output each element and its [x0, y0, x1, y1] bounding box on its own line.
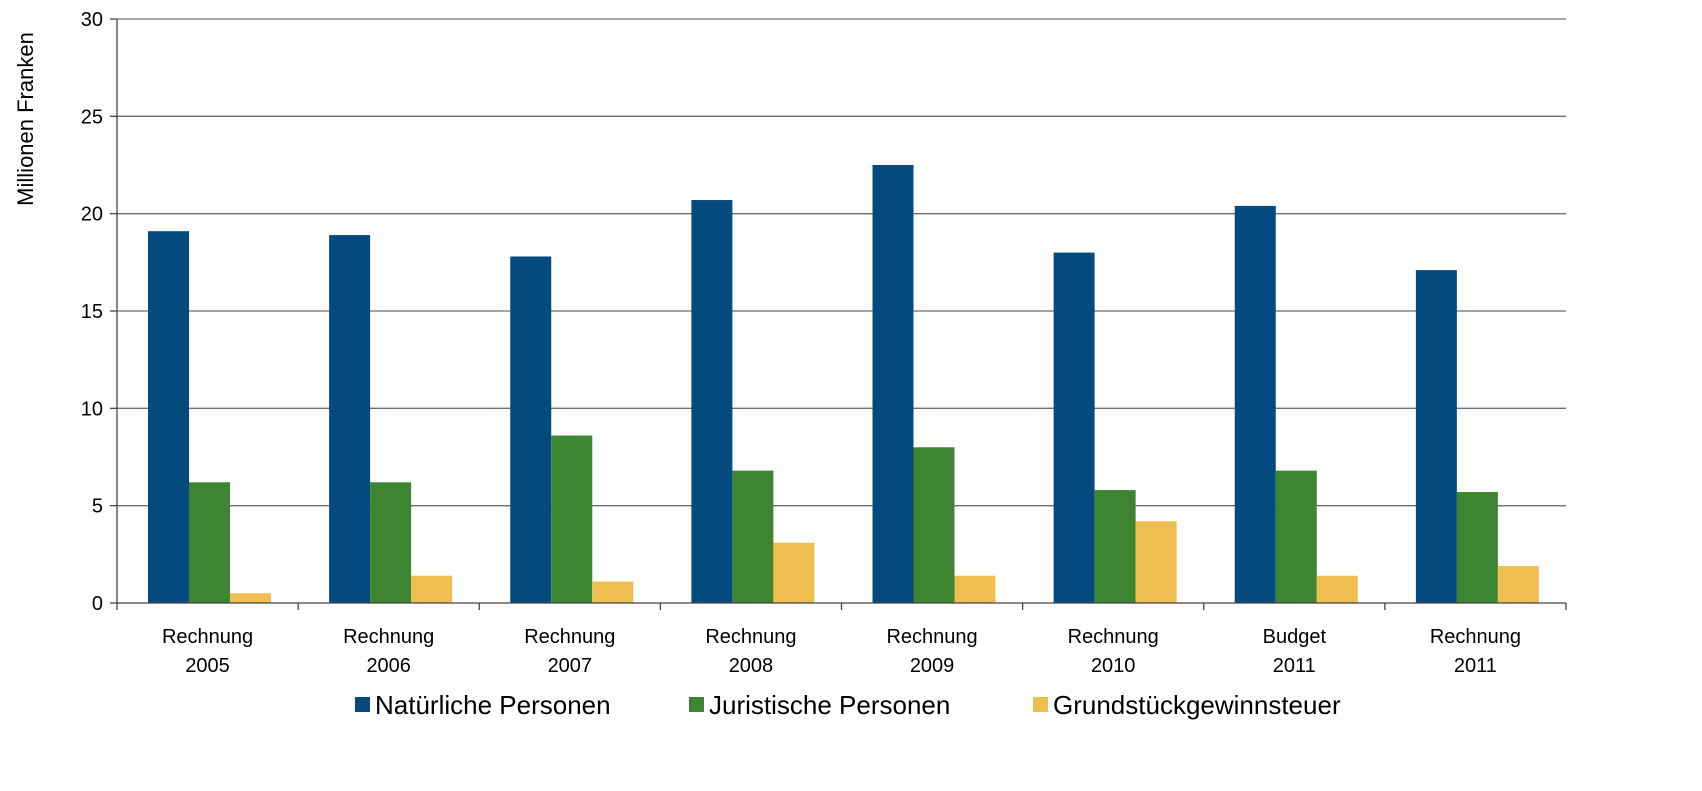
bar: [510, 256, 552, 603]
x-tick-label: 2011: [1454, 655, 1497, 677]
x-tick-label: 2006: [366, 655, 411, 677]
x-tick-label: Rechnung: [1430, 626, 1521, 648]
x-tick-labels: Rechnung 2005 Rechnung 2006 Rechnung 2007 Rech…: [162, 626, 1521, 677]
bar: [551, 435, 593, 603]
legend-swatch: [1033, 697, 1048, 712]
y-tick-label: 15: [81, 301, 103, 323]
x-tick-label: Rechnung: [705, 626, 796, 648]
bar: [189, 482, 230, 603]
y-tick-label: 20: [81, 204, 103, 226]
legend-swatch: [355, 697, 370, 712]
x-tick-label: Rechnung: [162, 626, 253, 648]
bar: [1415, 270, 1457, 603]
legend-item: Natürliche Personen: [355, 690, 611, 720]
bar: [1234, 205, 1276, 603]
bar: [773, 542, 815, 603]
legend-label: Grundstückgewinnsteuer: [1053, 690, 1341, 720]
bars: [148, 165, 1539, 604]
bar: [691, 200, 733, 604]
legend: Natürliche Personen Juristische Personen G…: [355, 690, 1341, 720]
bar: [1497, 566, 1539, 603]
legend-label: Juristische Personen: [709, 690, 950, 720]
legend-item: Grundstückgewinnsteuer: [1033, 690, 1341, 720]
x-tick-label: Rechnung: [886, 626, 977, 648]
legend-item: Juristische Personen: [689, 690, 950, 720]
x-tick-label: 2010: [1091, 655, 1136, 677]
x-tick-label: Rechnung: [524, 626, 615, 648]
bar: [411, 575, 453, 603]
x-tick-label: Budget: [1263, 626, 1327, 648]
bar: [370, 482, 412, 603]
legend-label: Natürliche Personen: [375, 690, 611, 720]
y-tick-label: 10: [81, 398, 103, 420]
bar: [1275, 470, 1317, 603]
bar: [872, 165, 914, 603]
y-tick-labels: 0 5 10 15 20 25 30: [81, 9, 103, 615]
bar: [913, 447, 955, 603]
bar: [230, 593, 271, 603]
x-tick-label: 2011: [1273, 655, 1316, 677]
bar: [1053, 252, 1095, 603]
y-axis-title: Millionen Franken: [13, 32, 38, 206]
legend-swatch: [689, 697, 704, 712]
x-tick-label: Rechnung: [343, 626, 434, 648]
axes: [110, 18, 1567, 610]
bar: [148, 231, 189, 604]
x-tick-label: 2008: [729, 655, 774, 677]
y-tick-label: 25: [81, 106, 103, 128]
bar: [1094, 490, 1136, 603]
y-tick-label: 30: [81, 9, 103, 31]
bar: [1316, 575, 1358, 603]
bar: [329, 235, 371, 603]
bar: [1135, 521, 1177, 603]
bar: [592, 581, 634, 603]
x-tick-label: 2007: [548, 655, 593, 677]
bar: [954, 575, 996, 603]
x-tick-label: 2009: [910, 655, 955, 677]
x-tick-label: Rechnung: [1068, 626, 1159, 648]
y-tick-label: 0: [92, 593, 103, 615]
bar: [1456, 492, 1498, 603]
x-tick-label: 2005: [185, 655, 230, 677]
bar: [732, 470, 774, 603]
y-tick-label: 5: [92, 496, 103, 518]
